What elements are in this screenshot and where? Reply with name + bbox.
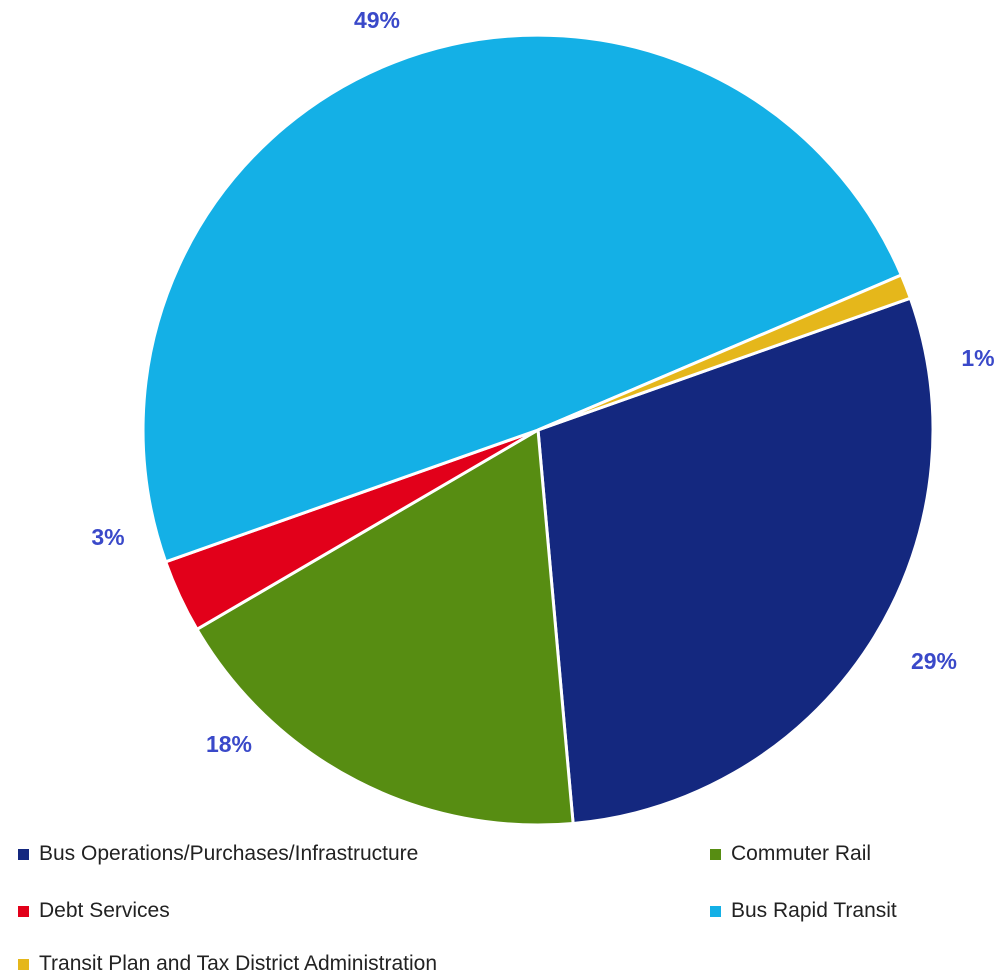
- pie-slice-bus-rapid-transit: [141, 33, 903, 564]
- legend-item-bus-rapid-transit: Bus Rapid Transit: [710, 899, 897, 923]
- data-label-bus-rapid-transit: 49%: [354, 7, 400, 33]
- pie-slice-commuter-rail: [195, 428, 575, 827]
- legend-label-bus-operations: Bus Operations/Purchases/Infrastructure: [39, 842, 419, 865]
- legend-item-debt-services: Debt Services: [18, 899, 170, 923]
- legend-swatch-debt-services: [18, 905, 29, 917]
- pie-slice-bus-operations: [536, 296, 935, 825]
- data-label-debt-services: 3%: [91, 524, 124, 550]
- legend-swatch-transit-plan-admin: [18, 958, 29, 970]
- pie-slices: [141, 33, 935, 827]
- legend-item-transit-plan-admin: Transit Plan and Tax District Administra…: [18, 952, 437, 976]
- legend-label-bus-rapid-transit: Bus Rapid Transit: [731, 899, 897, 922]
- legend-swatch-bus-operations: [18, 848, 29, 860]
- legend-item-commuter-rail: Commuter Rail: [710, 842, 871, 866]
- legend-swatch-bus-rapid-transit: [710, 905, 721, 917]
- data-label-bus-operations: 29%: [911, 648, 957, 674]
- legend-swatch-commuter-rail: [710, 848, 721, 860]
- legend-label-commuter-rail: Commuter Rail: [731, 842, 872, 865]
- pie-slice-transit-plan-admin: [536, 273, 912, 432]
- pie-data-labels: 29% 18% 3% 49% 1%: [91, 7, 994, 757]
- legend-label-transit-plan-admin: Transit Plan and Tax District Administra…: [39, 952, 437, 975]
- data-label-commuter-rail: 18%: [206, 731, 252, 757]
- legend-item-bus-operations: Bus Operations/Purchases/Infrastructure: [18, 842, 418, 866]
- data-label-transit-plan-admin: 1%: [961, 345, 994, 371]
- legend-label-debt-services: Debt Services: [39, 899, 170, 922]
